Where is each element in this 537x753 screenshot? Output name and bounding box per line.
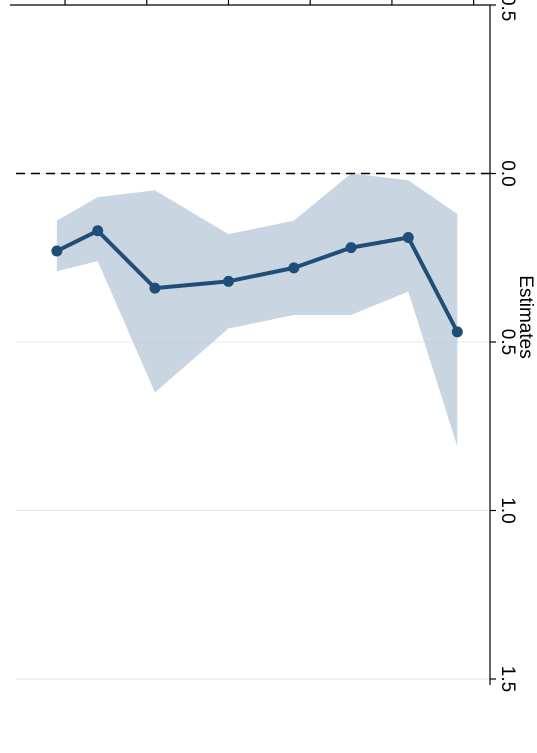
estimates-line bbox=[55, 228, 460, 333]
y-tick-label: 1.5 bbox=[497, 666, 518, 692]
y-tick-label: 0.0 bbox=[497, 160, 518, 186]
y-tick-label: 1.0 bbox=[497, 497, 518, 523]
y-tick-label: -0.5 bbox=[497, 0, 518, 21]
data-point bbox=[288, 262, 300, 274]
tick-labels: -0.50.00.51.01.5196019701980199020002010 bbox=[497, 0, 518, 692]
data-point bbox=[51, 245, 63, 257]
data-point bbox=[345, 242, 357, 254]
confidence-band bbox=[56, 173, 458, 447]
gridlines bbox=[16, 4, 490, 680]
data-point bbox=[402, 232, 414, 244]
data-point bbox=[149, 282, 161, 294]
y-axis-label: Estimates bbox=[515, 275, 536, 358]
axes bbox=[10, 0, 496, 685]
data-point bbox=[222, 275, 234, 287]
y-tick-label: 0.5 bbox=[497, 329, 518, 355]
rotated-chart-group: -0.50.00.51.01.5196019701980199020002010… bbox=[10, 0, 536, 692]
data-points bbox=[51, 225, 463, 338]
data-point bbox=[451, 326, 463, 338]
data-point bbox=[92, 225, 104, 237]
